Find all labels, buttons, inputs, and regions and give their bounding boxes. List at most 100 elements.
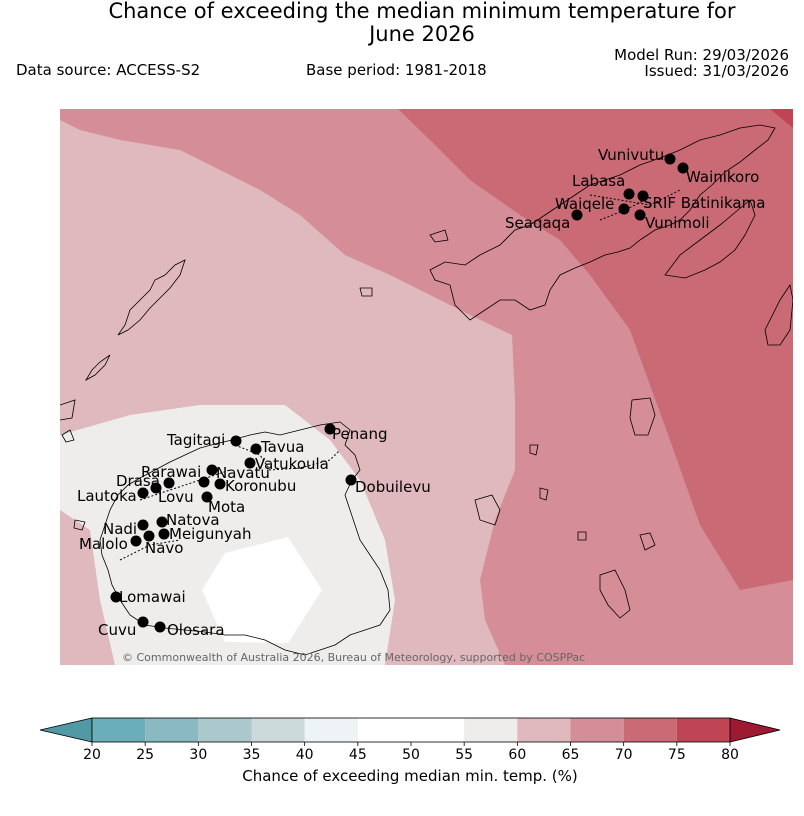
station-label: Lovu bbox=[158, 488, 194, 506]
station-marker bbox=[664, 153, 676, 165]
station-marker bbox=[198, 476, 210, 488]
colorbar-tick-label: 50 bbox=[402, 747, 420, 763]
station-label: Vatukoula bbox=[255, 455, 329, 473]
station-label: Koronubu bbox=[225, 477, 296, 495]
station-marker bbox=[345, 474, 357, 486]
station-marker bbox=[637, 190, 649, 202]
colorbar-segment bbox=[464, 718, 518, 742]
station-label: SRIF Batinikama bbox=[643, 194, 765, 212]
station-marker bbox=[677, 162, 689, 174]
station-marker bbox=[214, 478, 226, 490]
station-navatu: Navatu bbox=[198, 464, 270, 488]
station-label: Lautoka bbox=[77, 487, 137, 505]
station-koronubu: Koronubu bbox=[214, 477, 296, 495]
station-marker bbox=[634, 209, 646, 221]
colorbar-segment bbox=[92, 718, 146, 742]
colorbar-segment bbox=[676, 718, 730, 742]
colorbar-tick-label: 45 bbox=[349, 747, 367, 763]
colorbar-segment bbox=[517, 718, 571, 742]
station-marker bbox=[201, 491, 213, 503]
station-marker bbox=[244, 457, 256, 469]
station-marker bbox=[206, 464, 218, 476]
colorbar-tick-label: 75 bbox=[668, 747, 686, 763]
station-marker bbox=[154, 621, 166, 633]
station-malolo: Malolo bbox=[79, 535, 142, 553]
zone-70-75 bbox=[398, 109, 793, 590]
colorbar-tick-label: 60 bbox=[508, 747, 526, 763]
station-lautoka: Lautoka bbox=[77, 487, 149, 505]
station-drasa: Drasa bbox=[116, 472, 175, 490]
colorbar-segment bbox=[304, 718, 358, 742]
station-seaqaqa: Seaqaqa bbox=[505, 209, 583, 232]
station-label: Seaqaqa bbox=[505, 214, 570, 232]
station-marker bbox=[623, 188, 635, 200]
station-label: Nadi bbox=[103, 520, 137, 538]
station-mota: Mota bbox=[201, 491, 245, 516]
station-label: Labasa bbox=[572, 172, 625, 190]
station-label: Rarawai bbox=[141, 463, 201, 481]
station-marker bbox=[143, 530, 155, 542]
station-label: Olosara bbox=[167, 621, 225, 639]
station-nadi: Nadi bbox=[103, 519, 149, 538]
station-marker bbox=[618, 203, 630, 215]
colorbar-tick-label: 35 bbox=[243, 747, 261, 763]
station-label: Wainikoro bbox=[686, 168, 759, 186]
station-label: Dobuilevu bbox=[355, 478, 431, 496]
zone-75-80 bbox=[770, 109, 793, 128]
station-marker bbox=[571, 209, 583, 221]
district-boundaries bbox=[119, 189, 681, 561]
station-navo: Navo bbox=[143, 530, 183, 557]
data-source: Data source: ACCESS-S2 bbox=[16, 61, 201, 79]
colorbar-over-arrow bbox=[729, 717, 781, 743]
colorbar-frame bbox=[91, 717, 731, 743]
colorbar-tick-label: 20 bbox=[83, 747, 101, 763]
station-srif-batinikama: SRIF Batinikama bbox=[637, 190, 765, 212]
station-rarawai: Rarawai bbox=[141, 463, 218, 481]
colorbar-tick-label: 65 bbox=[562, 747, 580, 763]
station-label: Tagitagi bbox=[166, 431, 225, 449]
station-marker bbox=[158, 528, 170, 540]
station-tavua: Tavua bbox=[250, 438, 304, 456]
station-marker bbox=[156, 516, 168, 528]
station-marker bbox=[150, 482, 162, 494]
issued-date: Issued: 31/03/2026 bbox=[644, 62, 789, 80]
station-natova: Natova bbox=[156, 511, 220, 529]
station-meigunyah: Meigunyah bbox=[158, 525, 251, 543]
station-marker bbox=[230, 435, 242, 447]
colorbar-segment bbox=[251, 718, 305, 742]
station-label: Cuvu bbox=[98, 621, 136, 639]
station-vunivutu: Vunivutu bbox=[598, 146, 676, 165]
station-label: Malolo bbox=[79, 535, 128, 553]
colorbar-label: Chance of exceeding median min. temp. (%… bbox=[242, 767, 578, 785]
title-line-2: June 2026 bbox=[369, 22, 475, 46]
map-title: Chance of exceeding the median minimum t… bbox=[0, 0, 804, 46]
colorbar-tick-label: 80 bbox=[721, 747, 739, 763]
station-wainikoro: Wainikoro bbox=[677, 162, 759, 186]
base-period: Base period: 1981-2018 bbox=[306, 61, 487, 79]
colorbar-tick-label: 25 bbox=[136, 747, 154, 763]
station-vatukoula: Vatukoula bbox=[244, 455, 329, 473]
station-label: Tavua bbox=[260, 438, 304, 456]
colorbar-segment bbox=[357, 718, 411, 742]
station-lovu: Lovu bbox=[150, 482, 194, 506]
colorbar-tick-label: 70 bbox=[615, 747, 633, 763]
station-vunimoli: Vunimoli bbox=[634, 209, 710, 232]
station-tagitagi: Tagitagi bbox=[166, 431, 242, 449]
colorbar-segment bbox=[570, 718, 624, 742]
station-marker bbox=[163, 477, 175, 489]
colorbar-tick-label: 40 bbox=[296, 747, 314, 763]
coastline bbox=[60, 124, 793, 656]
station-label: Meigunyah bbox=[169, 525, 251, 543]
station-labasa: Labasa bbox=[572, 172, 635, 200]
station-marker bbox=[130, 535, 142, 547]
station-marker bbox=[137, 519, 149, 531]
colorbar-segment bbox=[145, 718, 199, 742]
station-marker bbox=[110, 591, 122, 603]
forecast-map: Vunivutu Wainikoro Labasa SRIF Batinikama Wa… bbox=[60, 109, 793, 665]
station-marker bbox=[250, 443, 262, 455]
colorbar-tick-label: 30 bbox=[189, 747, 207, 763]
model-run: Model Run: 29/03/2026 bbox=[614, 46, 789, 64]
station-waiqele: Waiqele bbox=[555, 195, 630, 215]
copyright-credit: © Commonwealth of Australia 2026, Bureau… bbox=[122, 651, 585, 664]
station-label: Navatu bbox=[216, 464, 270, 482]
